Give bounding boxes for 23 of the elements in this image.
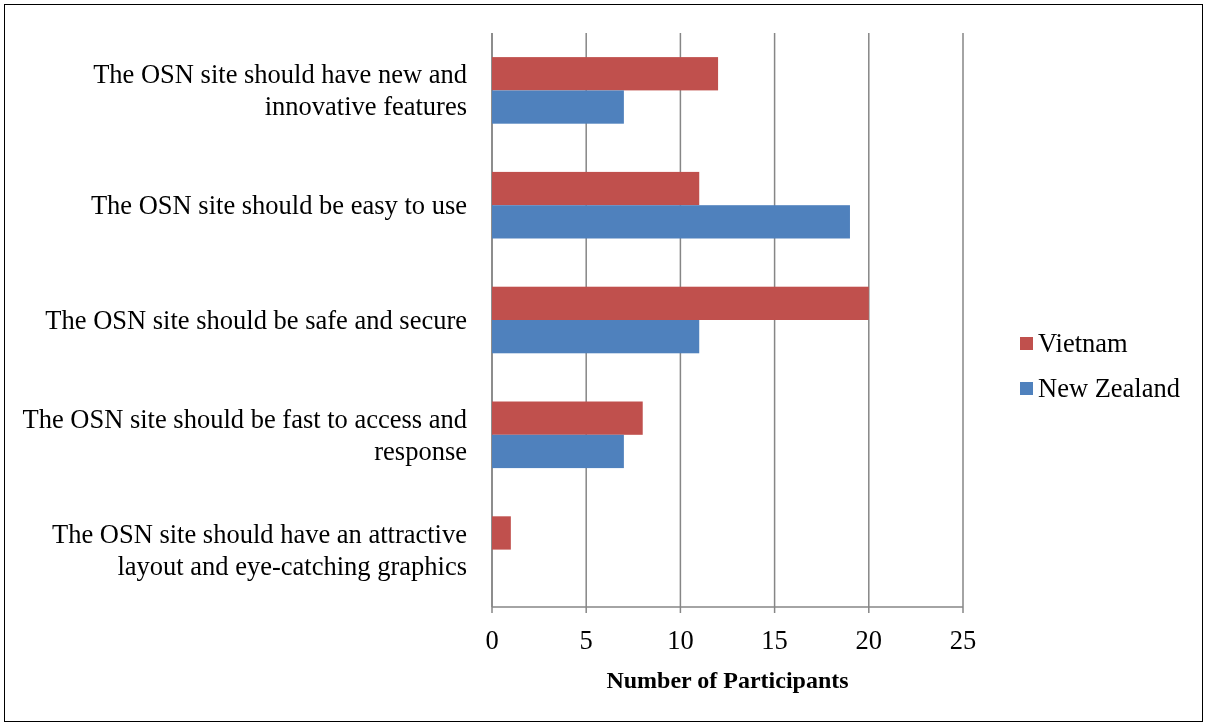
bar: [492, 320, 700, 354]
bar: [492, 171, 700, 206]
bar: [492, 57, 719, 91]
x-tick-label: 15: [761, 625, 788, 655]
x-tick-label: 0: [485, 625, 499, 655]
legend-label: New Zealand: [1038, 373, 1180, 403]
bar: [492, 401, 643, 435]
bar: [492, 434, 624, 469]
x-tick-label: 25: [949, 625, 977, 655]
x-tick-label: 10: [667, 625, 694, 655]
y-tick-label: The OSN site should be safe and secure: [45, 305, 467, 335]
y-tick-label: The OSN site should have an attractive layout and eye-catching graphics: [51, 518, 467, 581]
y-tick-label: The OSN site should be easy to use: [90, 190, 467, 221]
y-tick-label: The OSN site should have new and innovative features: [93, 59, 467, 122]
bar: [492, 90, 624, 124]
x-axis-title: Number of Participants: [606, 667, 849, 693]
x-tick-label: 20: [855, 625, 883, 655]
bar: [492, 286, 869, 320]
bar: [492, 516, 511, 550]
legend-label: Vietnam: [1038, 328, 1129, 358]
bar: [492, 205, 850, 239]
y-tick-label: The OSN site should be fast to access and response: [22, 403, 467, 466]
x-tick-label: 5: [579, 625, 593, 655]
